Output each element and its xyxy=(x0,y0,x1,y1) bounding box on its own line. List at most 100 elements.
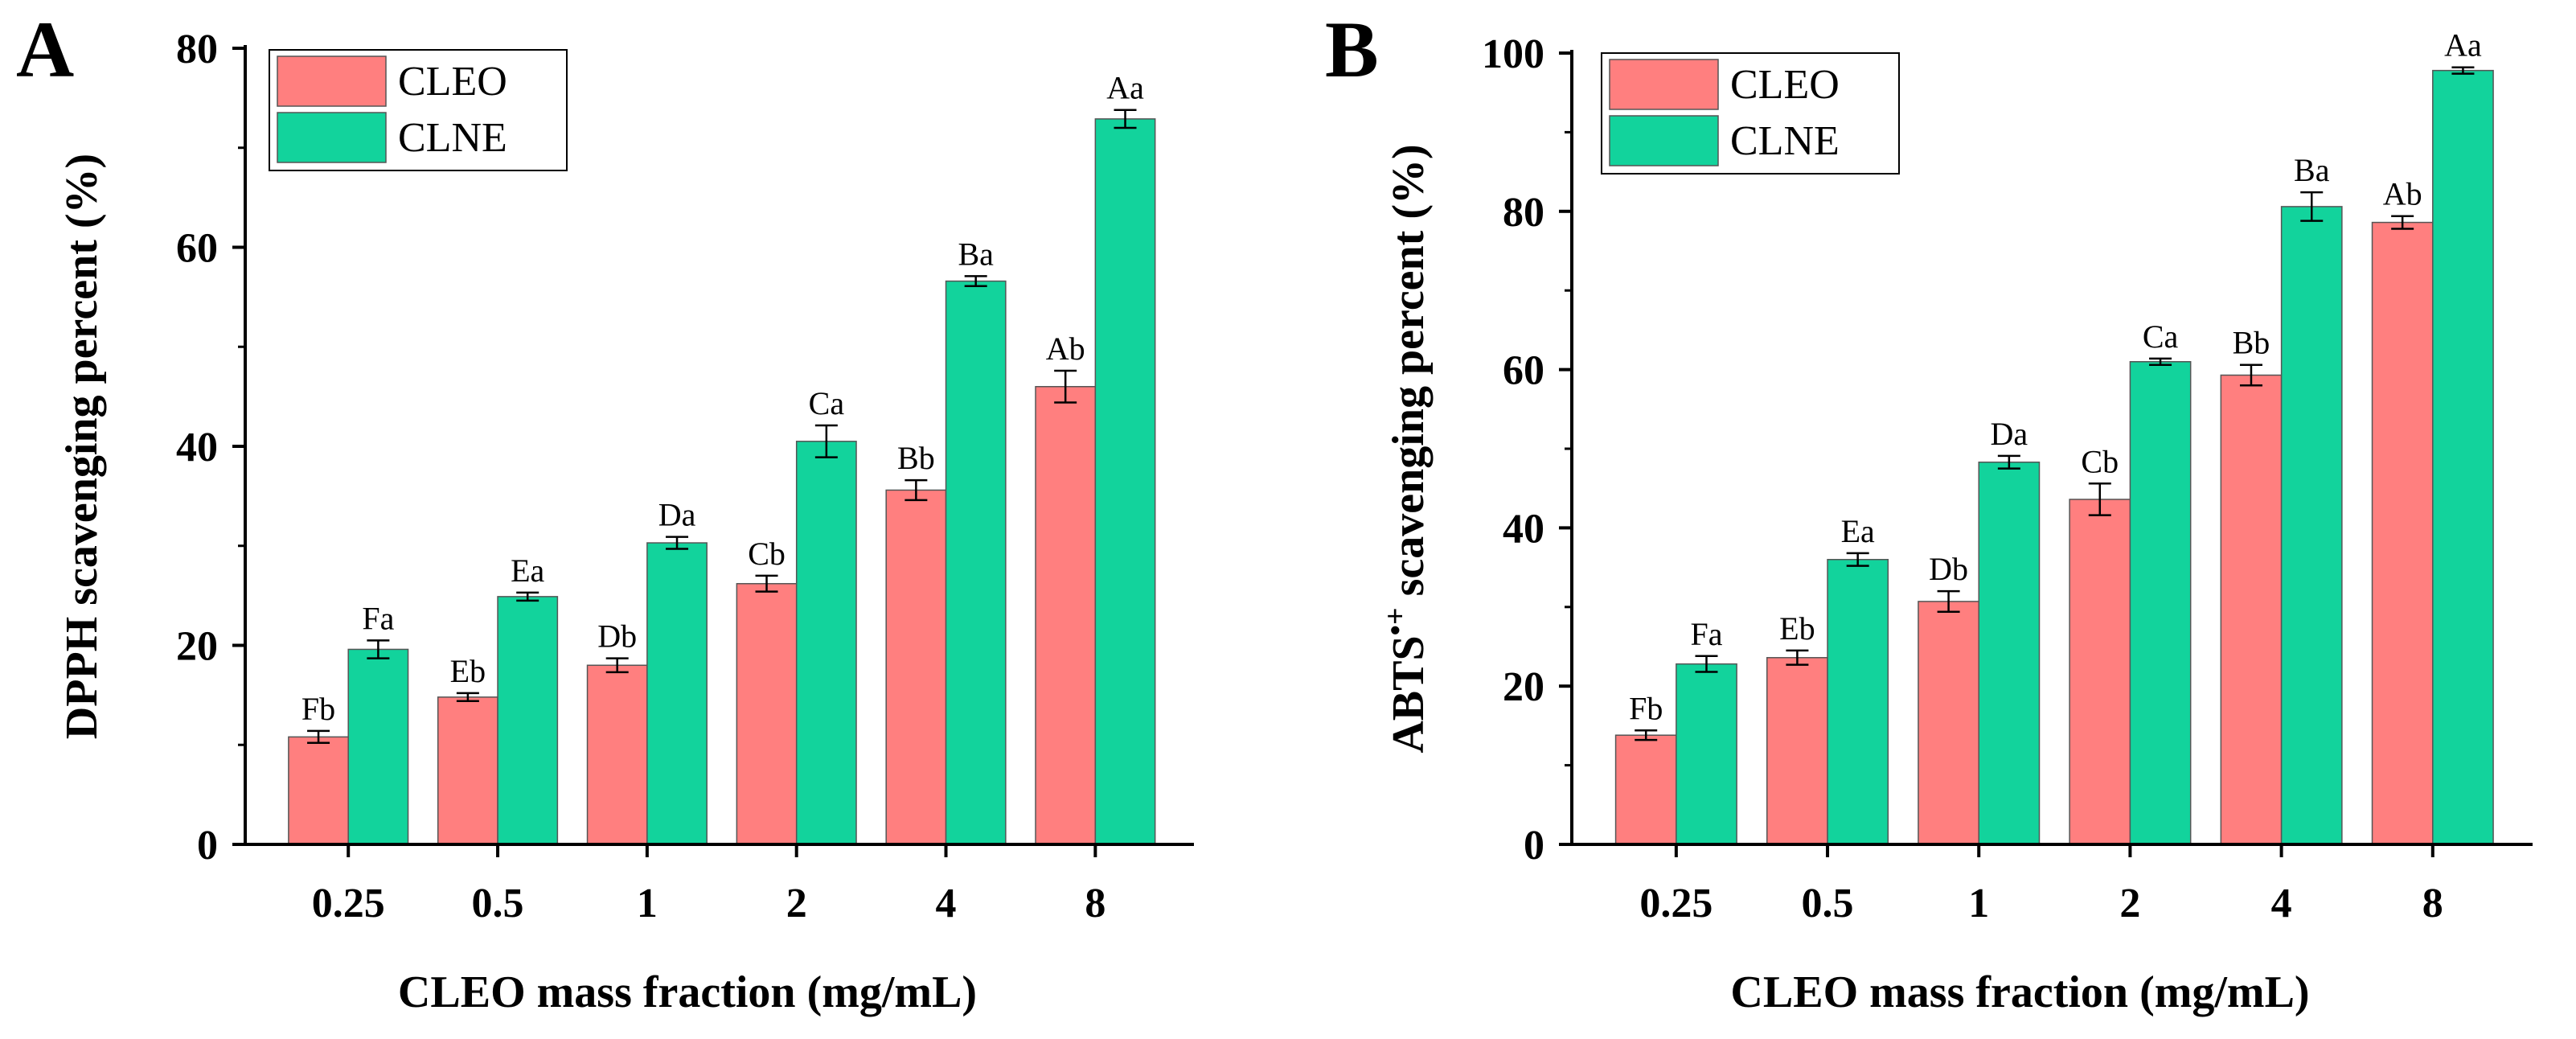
significance-label: Eb xyxy=(1779,610,1815,647)
bar-clne xyxy=(497,596,559,845)
error-bar xyxy=(755,574,778,593)
significance-label: Cb xyxy=(748,536,786,572)
bar-cleo xyxy=(437,696,498,845)
significance-label: Fa xyxy=(362,600,394,636)
x-tick-label: 2 xyxy=(786,881,807,926)
significance-label: Ea xyxy=(1841,513,1875,549)
error-bar xyxy=(1786,649,1809,666)
error-bar xyxy=(666,536,689,550)
y-axis-title-rest: scavenging percent (%) xyxy=(1384,144,1434,607)
bar-cleo xyxy=(2371,221,2434,845)
significance-label: Cb xyxy=(2081,443,2119,479)
bar-clne xyxy=(646,542,708,845)
error-bar xyxy=(2300,191,2324,222)
significance-label: Ab xyxy=(2383,176,2422,212)
y-tick-label: 80 xyxy=(1503,190,1544,236)
x-tick-label: 0.25 xyxy=(312,881,385,926)
bar-clne xyxy=(1676,663,1737,845)
error-bar xyxy=(2451,66,2475,75)
error-bar xyxy=(1695,655,1718,673)
x-tick-label: 2 xyxy=(2119,881,2140,926)
significance-label: Fb xyxy=(1629,690,1663,726)
legend-label: CLNE xyxy=(398,115,507,161)
bar-cleo xyxy=(2220,374,2283,845)
legend-swatch xyxy=(277,112,387,163)
x-tick-label: 4 xyxy=(936,881,957,926)
significance-label: Fa xyxy=(1690,616,1722,652)
legend: CLEO CLNE xyxy=(1601,52,1900,175)
x-axis-title: CLEO mass fraction (mg/mL) xyxy=(398,967,977,1017)
significance-label: Db xyxy=(1929,551,1968,587)
bar-cleo xyxy=(1614,734,1677,845)
error-bar xyxy=(605,657,629,674)
legend-label: CLNE xyxy=(1730,118,1840,164)
y-tick-label: 40 xyxy=(1503,506,1544,552)
legend-swatch xyxy=(1609,115,1719,166)
error-bar xyxy=(367,639,390,659)
bar-cleo xyxy=(2069,499,2131,845)
significance-label: Eb xyxy=(450,653,486,689)
significance-label: Bb xyxy=(2233,325,2270,361)
y-axis-title: DPPH scavenging percent (%) xyxy=(57,154,107,739)
legend-swatch xyxy=(1609,59,1719,110)
legend-label: CLEO xyxy=(1730,62,1840,108)
y-tick-label: 0 xyxy=(1524,823,1544,869)
error-bar xyxy=(2391,215,2414,230)
x-tick-label: 0.5 xyxy=(1802,881,1854,926)
significance-label: Db xyxy=(597,618,637,655)
error-bar xyxy=(456,692,479,703)
significance-label: Da xyxy=(658,497,696,533)
bar-cleo xyxy=(1035,386,1097,845)
y-tick-label: 0 xyxy=(197,823,218,869)
significance-label: Ca xyxy=(809,385,845,421)
significance-label: Ab xyxy=(1046,331,1085,367)
y-tick-label: 20 xyxy=(1503,664,1544,710)
y-tick-label: 60 xyxy=(1503,348,1544,394)
error-bar xyxy=(307,729,330,745)
bar-clne xyxy=(1827,559,1889,845)
bar-clne xyxy=(2129,361,2192,845)
significance-label: Da xyxy=(1991,416,2028,452)
bar-clne xyxy=(945,280,1007,845)
panel-label: B xyxy=(1325,5,1379,94)
error-bar xyxy=(904,478,928,502)
error-bar xyxy=(964,275,987,288)
significance-label: Ca xyxy=(2143,318,2179,355)
bar-clne xyxy=(2280,206,2343,845)
x-tick-label: 4 xyxy=(2271,881,2292,926)
error-bar xyxy=(516,591,539,602)
x-tick-label: 0.25 xyxy=(1639,881,1713,926)
bar-cleo xyxy=(288,736,349,845)
error-bar xyxy=(2239,363,2262,387)
significance-label: Ba xyxy=(958,236,994,272)
significance-label: Aa xyxy=(1106,70,1144,106)
error-bar xyxy=(2149,357,2172,366)
error-bar xyxy=(814,424,838,458)
error-bar xyxy=(2088,483,2111,516)
chart-panel-b: B Fb Eb Db Cb Bb Ab Fa Ea Da Ca Ba Aa 0 20 40 60 80 100 0.2… xyxy=(1325,5,2533,1017)
error-bar xyxy=(1937,589,1960,613)
error-bar xyxy=(1635,729,1658,741)
y-tick-label: 60 xyxy=(176,226,218,272)
y-axis-title-main: ABTS xyxy=(1384,635,1434,753)
bar-cleo xyxy=(586,664,648,845)
significance-label: Ea xyxy=(511,552,544,589)
y-axis-title-main: DPPH scavenging percent (%) xyxy=(57,154,107,739)
significance-label: Fb xyxy=(301,691,335,727)
error-bar xyxy=(1054,369,1077,404)
chart-panel-a: A Fb Eb Db Cb Bb Ab Fa Ea Da Ca Ba Aa 0 20 40 60 80 0.25 0.… xyxy=(16,5,1194,1017)
x-tick-label: 8 xyxy=(1085,881,1105,926)
bar-clne xyxy=(795,441,857,845)
legend-label: CLEO xyxy=(398,59,507,105)
bar-cleo xyxy=(885,489,947,845)
legend: CLEO CLNE xyxy=(269,49,568,171)
panel-label: A xyxy=(16,5,74,94)
y-axis-title: ABTS•+ scavenging percent (%) xyxy=(1379,144,1434,753)
significance-label: Ba xyxy=(2294,152,2330,188)
bar-cleo xyxy=(1766,657,1828,845)
error-bar xyxy=(1114,109,1137,129)
y-tick-label: 40 xyxy=(176,425,218,470)
error-bar xyxy=(1997,454,2020,470)
significance-label: Bb xyxy=(897,440,935,476)
